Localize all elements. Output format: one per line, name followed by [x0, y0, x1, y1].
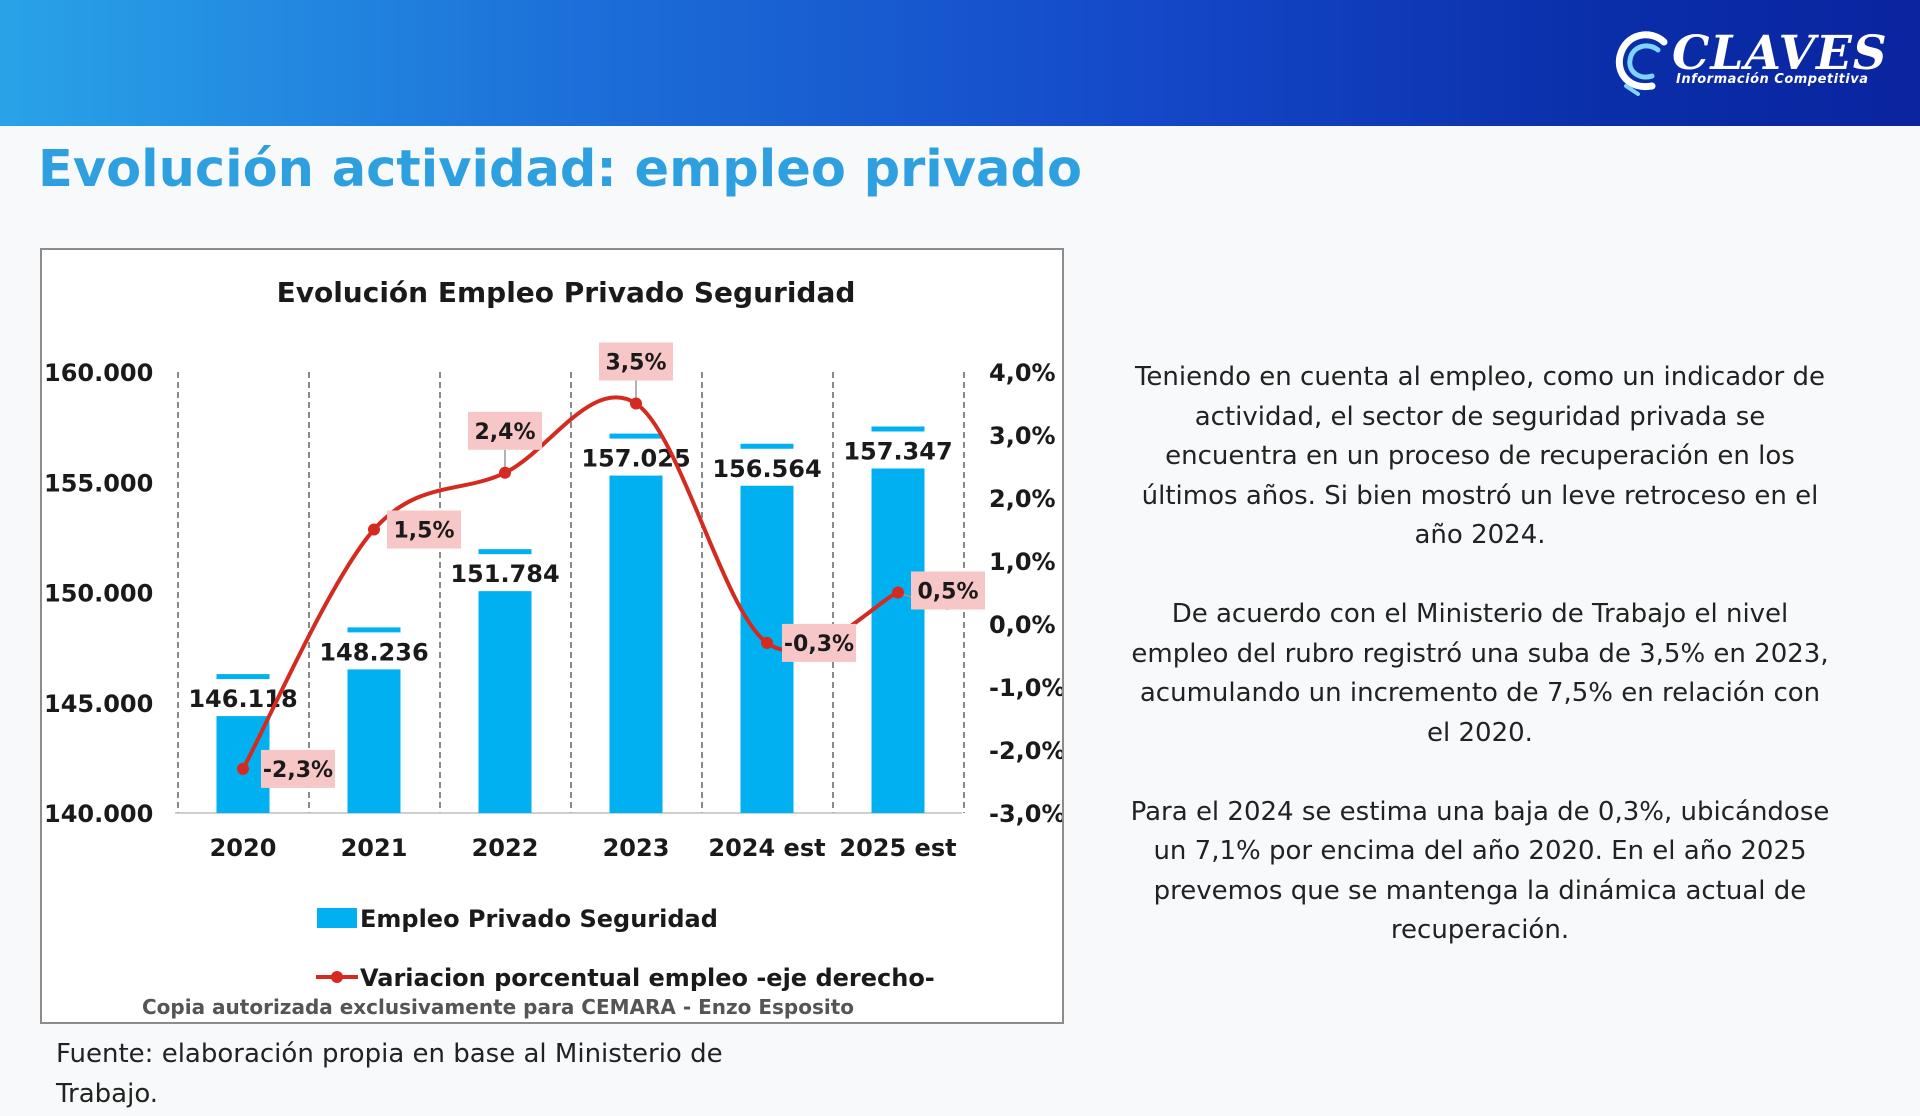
line-value-label: -0,3%: [784, 632, 854, 657]
chart-title: Evolución Empleo Privado Seguridad: [277, 276, 856, 309]
commentary-text: Teniendo en cuenta al empleo, como un in…: [1130, 358, 1830, 990]
y-left-tick-label: 145.000: [44, 690, 153, 718]
bar: [347, 669, 401, 813]
bar-value-label: 156.564: [712, 455, 821, 483]
bar: [609, 475, 663, 813]
legend-swatch-bars: [317, 908, 357, 928]
x-tick-label: 2021: [341, 834, 408, 862]
bar-value-label: 148.236: [319, 638, 428, 666]
employment-chart: Evolución Empleo Privado Seguridad 140.00…: [44, 276, 1062, 1019]
y-left-tick-label: 155.000: [44, 469, 153, 497]
line-point: [237, 762, 249, 775]
bar-value-cap: [347, 627, 401, 633]
source-note: Fuente: elaboración propia en base al Mi…: [56, 1039, 723, 1109]
bar-value-label: 151.784: [450, 560, 559, 588]
line-value-label: 3,5%: [605, 351, 666, 376]
claves-logo-mark: [1615, 31, 1668, 96]
variation-line: [241, 395, 899, 770]
x-tick-label: 2025 est: [839, 834, 956, 862]
x-tick-label: 2024 est: [708, 834, 825, 862]
bar-value-cap: [478, 549, 532, 555]
line-value-label: 0,5%: [917, 580, 978, 605]
y-right-tick-label: 1,0%: [989, 548, 1056, 576]
y-right-tick-label: 2,0%: [989, 485, 1056, 513]
line-label-box: [261, 749, 335, 788]
line-value-label: -2,3%: [263, 758, 333, 783]
y-left-tick-label: 160.000: [44, 359, 153, 387]
x-tick-label: 2022: [472, 834, 539, 862]
chart-panel: Evolución Empleo Privado Seguridad 140.00…: [40, 248, 1064, 1024]
bar-value-cap: [609, 433, 663, 439]
brand-name: CLAVES: [1672, 26, 1888, 81]
y-right-tick-label: -3,0%: [989, 800, 1062, 828]
bar-value-cap: [740, 443, 794, 449]
line-point: [499, 466, 511, 479]
x-tick-label: 2023: [603, 834, 670, 862]
line-value-label: 2,4%: [474, 420, 535, 445]
bar-value-cap: [871, 426, 925, 432]
header-banner: CLAVES Información Competitiva: [0, 0, 1920, 126]
legend-swatch-point: [331, 971, 343, 983]
x-tick-label: 2020: [210, 834, 277, 862]
legend-label-line: Variacion porcentual empleo -eje derecho…: [360, 964, 935, 992]
claves-logo: CLAVES Información Competitiva: [1612, 26, 1887, 98]
brand-tagline: Información Competitiva: [1676, 72, 1869, 87]
y-right-tick-label: 3,0%: [989, 422, 1056, 450]
commentary-paragraph-2: De acuerdo con el Ministerio de Trabajo …: [1131, 599, 1829, 748]
watermark-text: Copia autorizada exclusivamente para CEM…: [142, 995, 854, 1019]
line-label-box: [911, 571, 985, 610]
legend-label-bars: Empleo Privado Seguridad: [360, 905, 718, 933]
line-label-box: [387, 510, 461, 549]
bar: [871, 468, 925, 813]
page-title: Evolución actividad: empleo privado: [38, 140, 1082, 199]
line-point: [630, 397, 642, 410]
bar-value-cap: [216, 674, 270, 680]
line-label-box: [468, 411, 542, 450]
line-point: [892, 586, 904, 599]
line-point: [761, 636, 773, 649]
bar-value-label: 157.347: [843, 437, 952, 465]
line-label-box: [782, 623, 856, 662]
y-right-tick-label: -2,0%: [989, 737, 1062, 765]
line-label-box: [599, 342, 673, 381]
line-value-label: 1,5%: [393, 519, 454, 544]
y-right-tick-label: -1,0%: [989, 674, 1062, 702]
y-left-tick-label: 150.000: [44, 580, 153, 608]
y-left-tick-label: 140.000: [44, 800, 153, 828]
y-right-tick-label: 0,0%: [989, 611, 1056, 639]
bar: [478, 591, 532, 813]
commentary-paragraph-3: Para el 2024 se estima una baja de 0,3%,…: [1130, 796, 1830, 946]
y-right-tick-label: 4,0%: [989, 359, 1056, 387]
commentary-paragraph-1: Teniendo en cuenta al empleo, como un in…: [1134, 362, 1826, 550]
line-point: [368, 523, 380, 536]
